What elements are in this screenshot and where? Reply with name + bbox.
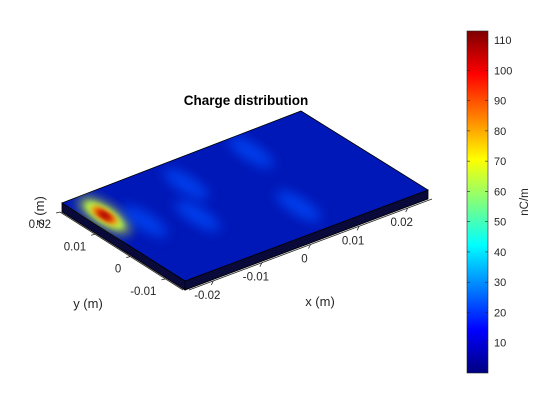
charge-heatmap	[78, 136, 322, 237]
x-tick-label: 0.02	[391, 217, 413, 229]
x-tick-mark	[405, 207, 409, 213]
x-tick-mark	[308, 244, 311, 249]
y-tick-label: 0.02	[29, 219, 51, 231]
colorbar: 10 20 30 40 50 60 70 80 90 100 110 nC/m	[466, 30, 531, 374]
colorbar-tick-label: 70	[494, 156, 506, 168]
y-axis-label: y (m)	[73, 296, 103, 311]
charge-hotspot-core	[99, 211, 110, 219]
y-axis: -0.01 0 0.01 0.02	[29, 211, 184, 298]
colorbar-tick-label: 90	[494, 96, 506, 108]
colorbar-tick-label: 100	[494, 65, 512, 77]
x-axis: -0.02 -0.01 0 0.01 0.02	[188, 198, 433, 302]
plate-top-surface	[61, 110, 429, 282]
x-tick-label: -0.02	[194, 290, 220, 302]
colorbar-gradient	[466, 30, 489, 374]
colorbar-tick-label: 10	[494, 338, 506, 350]
y-tick-label: -0.01	[130, 286, 156, 298]
x-tick-mark	[259, 262, 263, 267]
conductor-plate	[61, 110, 429, 291]
charge-hotspot-halo	[122, 206, 168, 237]
y-axis-line	[59, 211, 184, 291]
colorbar-tick-label: 80	[494, 126, 506, 138]
y-tick-label: 0.01	[64, 241, 86, 253]
colorbar-tick-label: 50	[494, 217, 506, 229]
y-tick-mark	[161, 278, 166, 281]
x-tick-label: 0.01	[342, 235, 364, 247]
y-tick-mark	[126, 256, 131, 258]
y-tick-label: 0	[115, 264, 121, 276]
x-tick-label: -0.01	[243, 272, 269, 284]
z-axis-label: z (m)	[32, 196, 47, 226]
colorbar-tick-label: 60	[494, 186, 506, 198]
x-axis-label: x (m)	[305, 294, 335, 309]
charge-hotspot-halo	[175, 200, 221, 232]
x-tick-label: 0	[301, 254, 307, 266]
x-tick-mark	[210, 280, 214, 286]
colorbar-tick-label: 40	[494, 247, 506, 259]
y-tick-mark	[91, 233, 96, 236]
y-tick-mark	[55, 211, 61, 214]
chart-title: Charge distribution	[184, 93, 309, 108]
colorbar-tick-label: 30	[494, 277, 506, 289]
charge-hotspot-halo	[276, 190, 322, 222]
charge-hotspot-halo	[228, 136, 274, 168]
colorbar-tick-label: 20	[494, 307, 506, 319]
colorbar-label: nC/m	[519, 188, 531, 215]
x-tick-mark	[356, 226, 360, 231]
colorbar-tick-label: 110	[494, 35, 512, 47]
charge-hotspot-halo	[163, 168, 209, 200]
